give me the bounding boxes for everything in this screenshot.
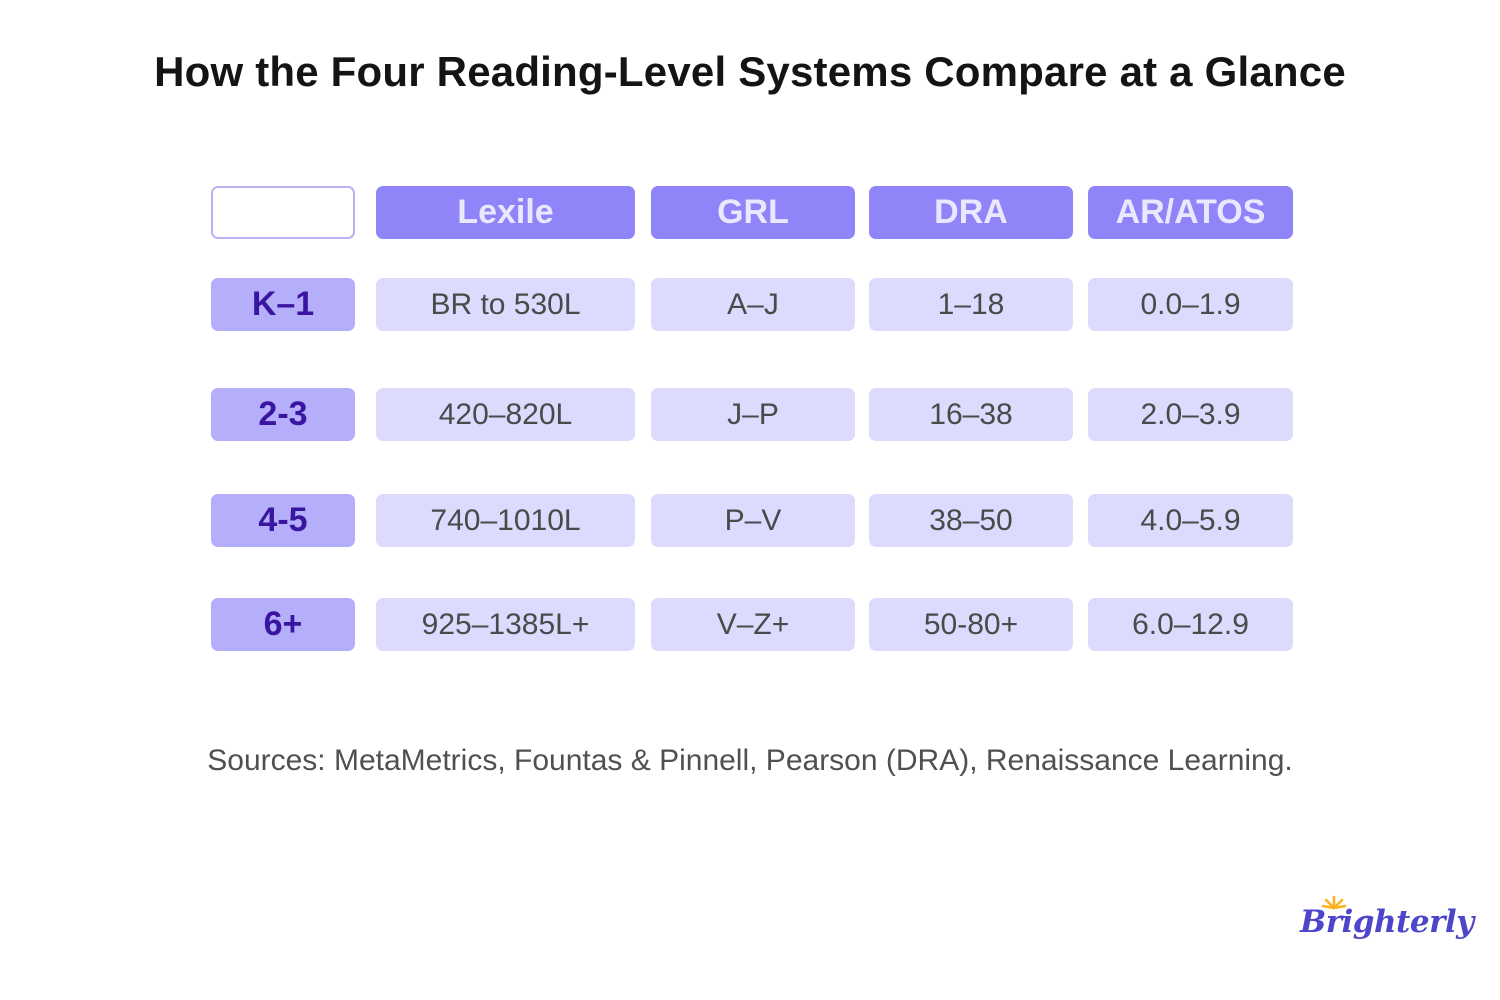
brand-logo-text: Brighterly <box>1300 904 1474 940</box>
row-header-grade: 4-5 <box>211 494 355 547</box>
table-corner-cell <box>211 186 355 239</box>
column-header-lexile: Lexile <box>376 186 635 239</box>
sources-note: Sources: MetaMetrics, Fountas & Pinnell,… <box>207 744 1293 777</box>
table-cell: 38–50 <box>869 494 1073 547</box>
row-header-grade: K–1 <box>211 278 355 331</box>
column-header-dra: DRA <box>869 186 1073 239</box>
table-cell: BR to 530L <box>376 278 635 331</box>
sun-icon <box>1321 895 1347 910</box>
table-cell: V–Z+ <box>651 598 855 651</box>
table-cell: 16–38 <box>869 388 1073 441</box>
table-cell: J–P <box>651 388 855 441</box>
table-cell: 925–1385L+ <box>376 598 635 651</box>
page-title: How the Four Reading-Level Systems Compa… <box>154 48 1346 95</box>
table-cell: 1–18 <box>869 278 1073 331</box>
table-cell: 50-80+ <box>869 598 1073 651</box>
table-cell: 740–1010L <box>376 494 635 547</box>
column-header-ar-atos: AR/ATOS <box>1088 186 1293 239</box>
row-header-grade: 2-3 <box>211 388 355 441</box>
row-header-grade: 6+ <box>211 598 355 651</box>
table-cell: 0.0–1.9 <box>1088 278 1293 331</box>
table-cell: 420–820L <box>376 388 635 441</box>
table-cell: 2.0–3.9 <box>1088 388 1293 441</box>
table-cell: A–J <box>651 278 855 331</box>
column-header-grl: GRL <box>651 186 855 239</box>
brand-logo: Brighterly <box>1296 892 1474 952</box>
table-cell: 4.0–5.9 <box>1088 494 1293 547</box>
table-cell: P–V <box>651 494 855 547</box>
table-cell: 6.0–12.9 <box>1088 598 1293 651</box>
